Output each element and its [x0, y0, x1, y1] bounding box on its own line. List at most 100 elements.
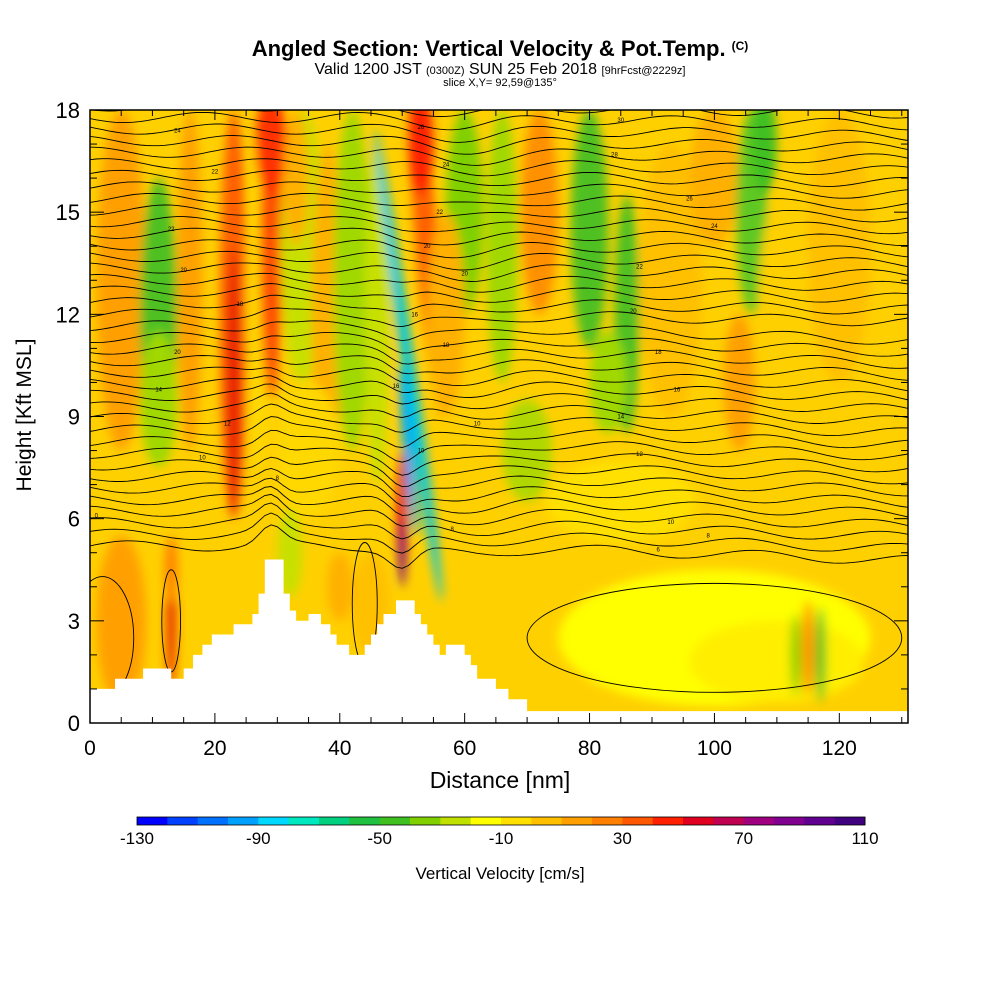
x-axis-label: Distance [nm]: [429, 767, 571, 793]
theta-label: 18: [443, 343, 450, 349]
theta-contour-line: [90, 307, 908, 328]
theta-label: 16: [674, 387, 681, 393]
colorbar-tick-label: -130: [120, 829, 154, 848]
colorbar-swatch: [258, 817, 290, 825]
theta-contour-line: [90, 250, 908, 271]
theta-contour-loop: [526, 582, 903, 693]
x-tick-label: 100: [697, 737, 732, 760]
theta-contour-line: [90, 227, 908, 246]
colorbar-tick-label: 30: [613, 829, 632, 848]
velocity-blob: [845, 382, 896, 519]
x-axis-ticks: 0 20 40 60 80 100 120: [84, 110, 903, 760]
theta-label: 20: [424, 244, 431, 250]
theta-contour-line: [90, 123, 908, 143]
velocity-blob: [364, 144, 390, 485]
theta-contour-line: [90, 181, 908, 199]
colorbar-swatch: [349, 817, 381, 825]
theta-label: 10: [199, 455, 206, 461]
theta-label: 20: [461, 271, 468, 277]
colorbar-swatch: [774, 817, 805, 825]
y-tick-label: 9: [68, 405, 80, 430]
theta-label: 10: [474, 421, 481, 427]
theta-label: 16: [411, 312, 418, 318]
theta-label: 18: [237, 302, 244, 308]
theta-label: 22: [168, 227, 175, 233]
y-tick-label: 0: [68, 711, 80, 736]
theta-label: 16: [393, 384, 400, 390]
valid-time-subtitle: Valid 1200 JST (0300Z) SUN 25 Feb 2018 […: [0, 61, 1000, 79]
theta-contour-line: [90, 294, 908, 315]
y-tick-label: 6: [68, 507, 80, 532]
velocity-blob: [751, 110, 777, 196]
theta-contours: [90, 110, 908, 700]
theta-contour-line: [90, 272, 908, 293]
colorbar-frame: [136, 816, 866, 826]
x-tick-label: 20: [203, 737, 226, 760]
colorbar-swatch: [713, 817, 745, 825]
x-tick-label: 60: [453, 737, 476, 760]
theta-label: 8: [450, 527, 454, 533]
y-axis-ticks: 0 3 6 9 12 15 18: [56, 98, 908, 736]
theta-label: 26: [686, 197, 693, 203]
colorbar-swatch: [561, 817, 593, 825]
colorbar-swatch: [743, 817, 775, 825]
theta-contour-line: [90, 366, 908, 392]
colorbar-swatch: [622, 817, 654, 825]
theta-contour-line: [90, 403, 908, 437]
theta-contour-line: [90, 502, 908, 540]
colorbar-tick-label: -10: [489, 829, 514, 848]
theta-contour-labels: 0 24 22 22 20 18 20 14 12 10 8 26 24 22 20 20 16 18 16 10 10…: [95, 118, 719, 553]
colorbar-swatch: [501, 817, 532, 825]
theta-contour-line: [90, 375, 908, 401]
theta-contour-line: [90, 468, 908, 498]
velocity-blob: [374, 129, 443, 602]
colorbar-swatch: [834, 817, 866, 825]
velocity-blob: [277, 382, 340, 519]
theta-label: 12: [224, 421, 231, 427]
velocity-field: [90, 110, 908, 723]
colorbar-swatch: [197, 817, 229, 825]
colorbar-swatch: [379, 817, 411, 825]
theta-contour-line: [90, 204, 908, 223]
x-tick-label: 40: [328, 737, 351, 760]
colorbar-swatch: [410, 817, 441, 825]
theta-contour-line: [90, 456, 908, 488]
theta-label: 12: [636, 452, 643, 458]
y-tick-label: 3: [68, 609, 80, 634]
velocity-blob: [177, 110, 203, 451]
y-tick-label: 12: [56, 302, 80, 327]
theta-label: 24: [174, 128, 181, 134]
velocity-blob: [333, 110, 371, 451]
colorbar-swatch: [137, 817, 168, 825]
colorbar-swatch: [531, 817, 563, 825]
chart-title: Angled Section: Vertical Velocity & Pot.…: [0, 36, 1000, 62]
velocity-blob: [723, 314, 756, 451]
title-text: Angled Section: Vertical Velocity & Pot.…: [251, 36, 726, 61]
theta-label: 20: [174, 350, 181, 356]
velocity-blob: [283, 110, 309, 247]
forecast-info: [9hrFcst@2229z]: [601, 65, 686, 77]
y-tick-label: 15: [56, 200, 80, 225]
colorbar-swatch: [440, 817, 472, 825]
valid-date: SUN 25 Feb 2018: [469, 61, 598, 78]
theta-label: 22: [436, 210, 443, 216]
theta-contour-line: [90, 239, 908, 259]
theta-contour-line: [90, 169, 908, 187]
theta-label: 28: [611, 152, 618, 158]
theta-label: 10: [418, 449, 425, 455]
colorbar-tick-label: 110: [851, 829, 878, 848]
theta-label: 18: [655, 350, 662, 356]
theta-contour-line: [90, 283, 908, 303]
theta-label: 10: [667, 520, 674, 526]
theta-label: 14: [617, 415, 624, 421]
theta-contour-line: [90, 343, 908, 369]
theta-label: 24: [443, 162, 450, 168]
theta-contour-line: [90, 158, 908, 177]
velocity-blob: [520, 110, 559, 315]
velocity-blob: [801, 600, 815, 696]
x-tick-label: 120: [822, 737, 857, 760]
colorbar-swatch: [228, 817, 259, 825]
theta-contour-line: [90, 512, 908, 554]
theta-contour-line: [90, 493, 908, 528]
theta-label: 30: [617, 118, 624, 124]
